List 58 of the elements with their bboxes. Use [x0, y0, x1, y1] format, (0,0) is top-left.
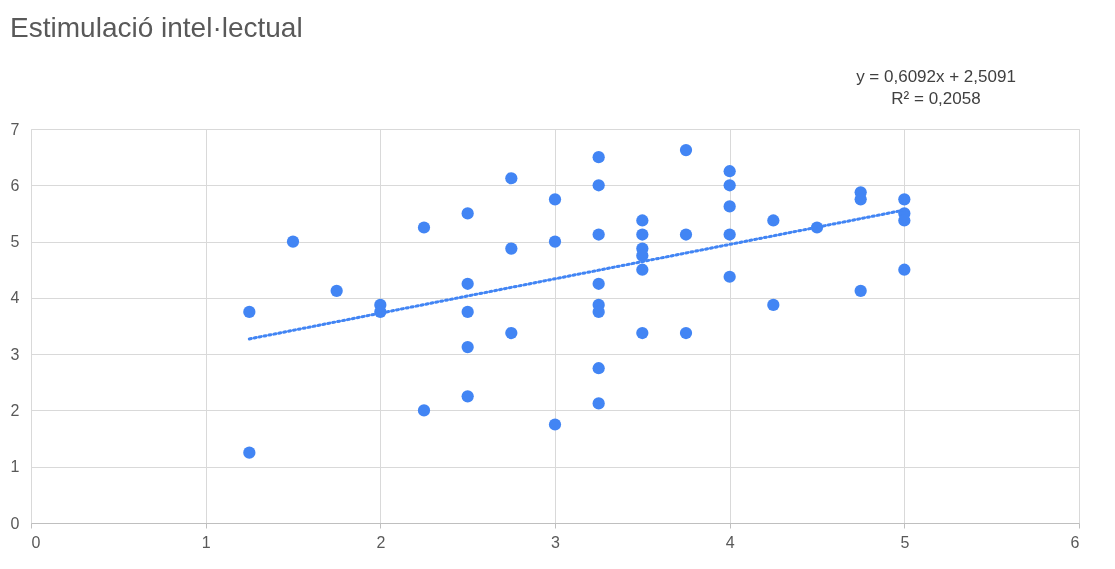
point — [461, 305, 474, 319]
point — [505, 242, 518, 255]
point — [854, 284, 867, 297]
y-tick-label: 2 — [10, 401, 20, 419]
y-tick-label: 1 — [10, 458, 20, 476]
point — [723, 270, 736, 283]
point — [723, 179, 736, 192]
point — [330, 284, 343, 297]
point — [679, 228, 693, 241]
point — [767, 214, 780, 227]
point — [592, 277, 605, 290]
point — [898, 263, 911, 276]
point — [505, 326, 518, 340]
point — [636, 228, 649, 241]
point — [723, 200, 736, 213]
point — [723, 165, 736, 178]
x-tick-label: 3 — [551, 533, 561, 551]
point — [417, 221, 431, 234]
y-tick-label: 0 — [10, 514, 20, 532]
y-tick-label: 3 — [10, 345, 20, 363]
x-tick-label: 1 — [201, 533, 211, 551]
y-tick-label: 7 — [10, 120, 20, 138]
point — [548, 418, 562, 431]
chart-title: Estimulació intel·lectual — [10, 12, 303, 43]
point — [417, 404, 431, 417]
point — [679, 144, 693, 157]
point — [723, 228, 736, 241]
point — [461, 341, 474, 354]
x-tick-label: 5 — [900, 533, 910, 551]
point — [592, 179, 605, 192]
text: y = 0,6092x + 2,5091 — [856, 67, 1016, 86]
point — [592, 362, 605, 375]
y-tick-label: 6 — [10, 176, 20, 194]
point — [592, 228, 605, 241]
point — [461, 207, 474, 220]
point — [636, 326, 649, 340]
point — [767, 298, 780, 311]
point — [679, 326, 693, 340]
point — [592, 397, 605, 410]
point — [548, 235, 562, 248]
x-tick-label: 6 — [1070, 533, 1080, 551]
y-tick-label: 5 — [10, 233, 20, 251]
x-tick-label: 0 — [31, 533, 41, 551]
point — [505, 172, 518, 185]
point — [243, 305, 256, 319]
point — [636, 263, 649, 276]
point — [636, 214, 649, 227]
text: R² = 0,2058 — [891, 89, 981, 108]
point — [286, 235, 300, 248]
x-tick-label: 2 — [376, 533, 386, 551]
point — [243, 446, 256, 459]
x-tick-label: 4 — [725, 533, 735, 551]
point — [592, 151, 605, 164]
point — [461, 277, 474, 290]
point — [548, 193, 562, 206]
point — [461, 390, 474, 403]
point — [898, 193, 911, 206]
y-tick-label: 4 — [10, 289, 20, 307]
